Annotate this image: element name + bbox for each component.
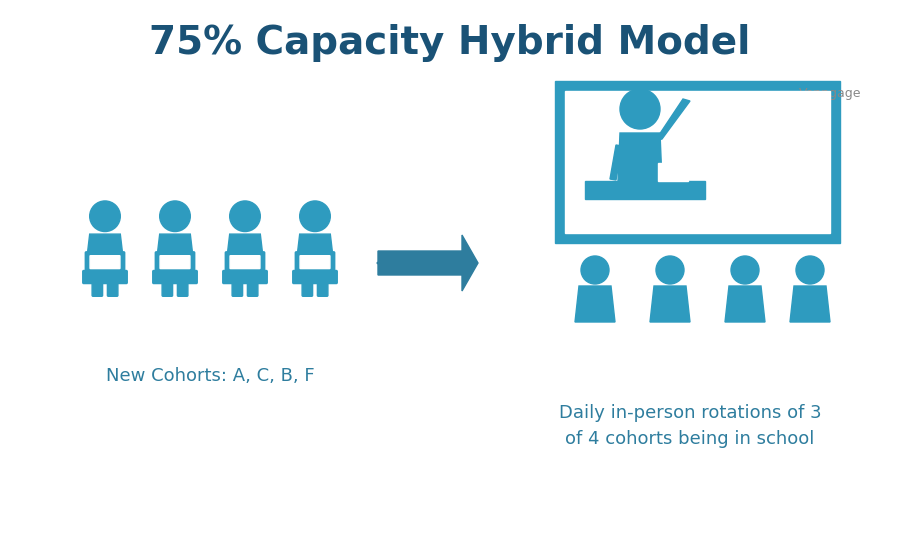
FancyBboxPatch shape — [153, 271, 197, 283]
Circle shape — [230, 201, 260, 232]
Polygon shape — [378, 235, 478, 291]
FancyBboxPatch shape — [177, 282, 188, 296]
FancyBboxPatch shape — [83, 271, 127, 283]
Circle shape — [300, 201, 330, 232]
Text: 75% Capacity Hybrid Model: 75% Capacity Hybrid Model — [149, 24, 751, 62]
Polygon shape — [157, 234, 194, 263]
FancyBboxPatch shape — [302, 282, 312, 296]
Circle shape — [731, 256, 759, 284]
Polygon shape — [585, 181, 705, 199]
Text: Daily in-person rotations of 3
of 4 cohorts being in school: Daily in-person rotations of 3 of 4 coho… — [559, 404, 822, 448]
FancyBboxPatch shape — [156, 252, 194, 272]
Circle shape — [796, 256, 824, 284]
FancyBboxPatch shape — [658, 163, 688, 181]
FancyBboxPatch shape — [318, 282, 328, 296]
FancyBboxPatch shape — [223, 271, 267, 283]
FancyBboxPatch shape — [225, 252, 265, 272]
Polygon shape — [296, 234, 334, 263]
FancyBboxPatch shape — [292, 271, 338, 283]
Text: New Cohorts: A, C, B, F: New Cohorts: A, C, B, F — [105, 367, 314, 385]
Polygon shape — [655, 99, 690, 141]
Polygon shape — [575, 286, 615, 322]
Circle shape — [90, 201, 121, 232]
Polygon shape — [650, 286, 690, 322]
FancyBboxPatch shape — [90, 256, 120, 269]
Polygon shape — [725, 286, 765, 322]
Circle shape — [159, 201, 190, 232]
FancyBboxPatch shape — [295, 252, 335, 272]
Polygon shape — [618, 133, 662, 181]
Polygon shape — [226, 234, 264, 263]
FancyBboxPatch shape — [162, 282, 173, 296]
Polygon shape — [790, 286, 830, 322]
Circle shape — [581, 256, 609, 284]
Text: Venngage: Venngage — [799, 87, 861, 100]
FancyBboxPatch shape — [107, 282, 118, 296]
Circle shape — [620, 89, 660, 129]
FancyBboxPatch shape — [300, 256, 330, 269]
FancyBboxPatch shape — [232, 282, 243, 296]
FancyBboxPatch shape — [565, 91, 830, 233]
Circle shape — [656, 256, 684, 284]
FancyBboxPatch shape — [92, 282, 103, 296]
Polygon shape — [86, 234, 123, 263]
FancyBboxPatch shape — [230, 256, 260, 269]
Polygon shape — [610, 145, 622, 180]
FancyBboxPatch shape — [248, 282, 258, 296]
FancyBboxPatch shape — [555, 81, 840, 243]
FancyBboxPatch shape — [160, 256, 190, 269]
FancyBboxPatch shape — [86, 252, 125, 272]
